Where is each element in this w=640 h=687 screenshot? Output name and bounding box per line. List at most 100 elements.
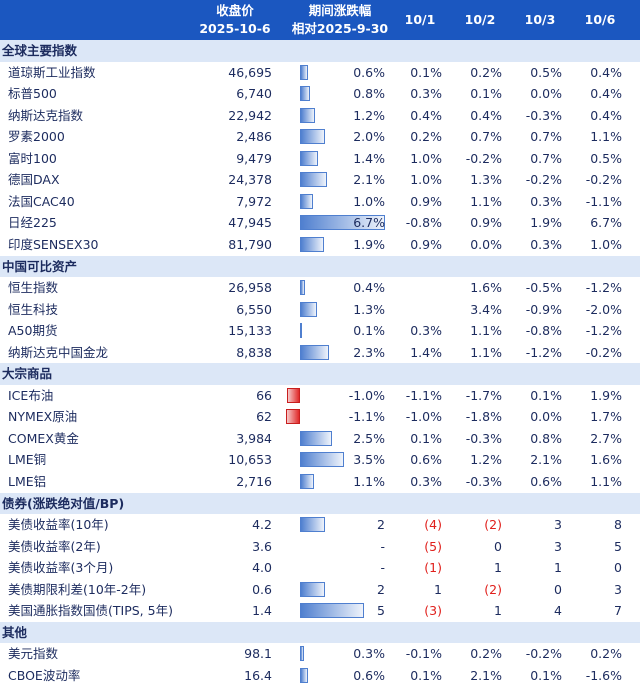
daily-change: 2.1% [470, 667, 502, 683]
daily-change: 0.1% [410, 430, 442, 446]
daily-change: -0.9% [525, 301, 562, 317]
daily-change: -1.0% [405, 409, 442, 425]
daily-change: 1.1% [470, 344, 502, 360]
close-value: 81,790 [228, 236, 272, 252]
period-change: -1.0% [348, 387, 385, 403]
period-change: - [380, 538, 385, 554]
period-change: 6.7% [353, 215, 385, 231]
change-bar [287, 387, 300, 403]
daily-change: -1.2% [585, 323, 622, 339]
change-bar [300, 430, 332, 446]
close-value: 47,945 [228, 215, 272, 231]
daily-change: 0.7% [530, 150, 562, 166]
period-change: 0.1% [353, 323, 385, 339]
header-label: 收盘价 [216, 3, 254, 18]
close-value: 2,716 [236, 474, 272, 489]
daily-change: 0.5% [590, 150, 622, 166]
daily-change: 0.1% [530, 387, 562, 403]
daily-change: (3) [424, 603, 442, 619]
daily-change: 0.2% [470, 646, 502, 662]
row-name: COMEX黄金 [8, 430, 79, 446]
change-bar [300, 215, 386, 231]
change-bar [300, 323, 302, 339]
daily-change: -1.6% [585, 667, 622, 683]
close-value: 4.2 [252, 517, 272, 533]
daily-change: 1.0% [410, 150, 442, 166]
header-label: 10/6 [584, 12, 616, 27]
close-value: 3,984 [236, 430, 272, 446]
period-change: 1.0% [353, 193, 385, 209]
change-bar [300, 107, 316, 123]
daily-change: 3 [614, 581, 622, 597]
daily-change: 0.3% [410, 474, 442, 489]
change-bar [300, 517, 326, 533]
daily-change: 0.0% [530, 86, 562, 102]
row-name: 美元指数 [8, 646, 59, 662]
daily-change: 0.0% [470, 236, 502, 252]
daily-change: 0.9% [470, 215, 502, 231]
close-value: 62 [256, 409, 272, 425]
daily-change: 1.0% [410, 172, 442, 188]
close-value: 66 [256, 387, 272, 403]
row-name: 美债期限利差(10年-2年) [8, 581, 147, 597]
row-name: 富时100 [8, 150, 57, 166]
row-name: 罗素2000 [8, 129, 65, 145]
daily-change: -0.3% [465, 430, 502, 446]
daily-change: 0.9% [410, 193, 442, 209]
daily-change: 0.2% [590, 646, 622, 662]
daily-change: -0.2% [465, 150, 502, 166]
period-change: 1.2% [353, 107, 385, 123]
daily-change: 1 [494, 560, 502, 576]
daily-change: 0.3% [410, 323, 442, 339]
daily-change: 1.2% [470, 452, 502, 468]
section-title: 大宗商品 [2, 366, 53, 382]
period-change: 1.1% [353, 474, 385, 489]
close-value: 24,378 [228, 172, 272, 188]
daily-change: 1.3% [470, 172, 502, 188]
daily-change: 0 [554, 581, 562, 597]
header-label: 期间涨跌幅 [308, 3, 372, 18]
daily-change: -0.2% [525, 646, 562, 662]
daily-change: 0.2% [470, 64, 502, 80]
daily-change: 0.5% [530, 64, 562, 80]
row-name: 道琼斯工业指数 [8, 64, 96, 80]
section-title: 债券(涨跌绝对值/BP) [2, 495, 125, 511]
daily-change: 1.4% [410, 344, 442, 360]
header-label: 2025-10-6 [199, 21, 271, 36]
period-change: 0.3% [353, 646, 385, 662]
close-value: 46,695 [228, 64, 272, 80]
daily-change: 4 [554, 603, 562, 619]
change-bar [300, 172, 327, 188]
row-name: 印度SENSEX30 [8, 236, 99, 252]
daily-change: -0.2% [585, 344, 622, 360]
daily-change: -0.3% [525, 107, 562, 123]
close-value: 4.0 [252, 560, 272, 576]
period-change: 3.5% [353, 452, 385, 468]
period-change: -1.1% [348, 409, 385, 425]
daily-change: 1.1% [470, 193, 502, 209]
row-name: 美国通胀指数国债(TIPS, 5年) [8, 603, 173, 619]
daily-change: 2.7% [590, 430, 622, 446]
daily-change: 0.7% [530, 129, 562, 145]
daily-change: 8 [614, 517, 622, 533]
daily-change: 0.1% [410, 64, 442, 80]
daily-change: 0.8% [530, 430, 562, 446]
daily-change: 3.4% [470, 301, 502, 317]
close-value: 9,479 [236, 150, 272, 166]
row-name: 纳斯达克指数 [8, 107, 84, 123]
close-value: 7,972 [236, 193, 272, 209]
section-band [0, 40, 640, 62]
change-bar [300, 344, 330, 360]
period-change: 0.4% [353, 280, 385, 296]
daily-change: -0.8% [405, 215, 442, 231]
period-change: 2.0% [353, 129, 385, 145]
close-value: 98.1 [244, 646, 272, 662]
row-name: NYMEX原油 [8, 409, 78, 425]
daily-change: 3 [554, 517, 562, 533]
change-bar [300, 129, 326, 145]
period-change: 2.5% [353, 430, 385, 446]
daily-change: 3 [554, 538, 562, 554]
daily-change: 0.3% [410, 86, 442, 102]
daily-change: (2) [484, 581, 502, 597]
